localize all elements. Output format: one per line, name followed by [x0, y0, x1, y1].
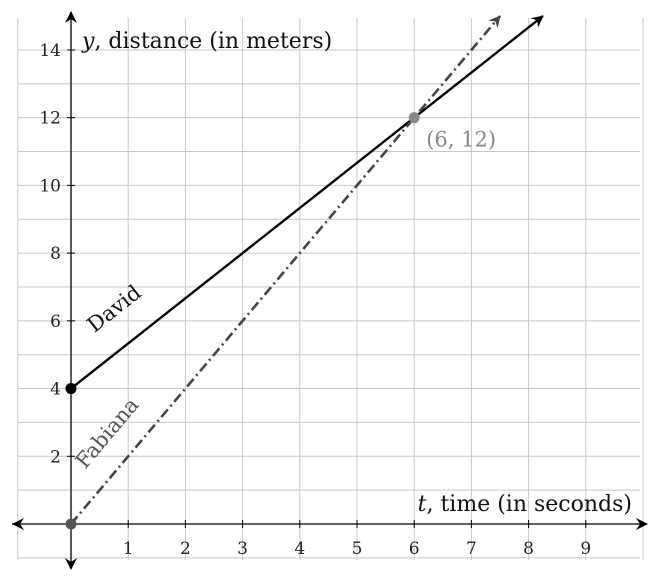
series-label-fabiana: Fabiana [71, 393, 144, 473]
x-tick-label: 3 [237, 539, 248, 559]
axes [12, 11, 648, 570]
x-axis-title: t, time (in seconds) [418, 492, 632, 517]
x-tick-label: 1 [123, 539, 134, 559]
series-point-david [65, 383, 77, 395]
y-axis-title-text: , distance (in meters) [94, 29, 332, 54]
x-tick-label: 8 [523, 539, 534, 559]
series-label-david: David [83, 280, 146, 337]
series [65, 15, 544, 530]
x-axis-title-var: t [418, 492, 427, 517]
intersection-point [408, 112, 420, 124]
grid [17, 18, 644, 560]
x-tick-label: 5 [352, 539, 363, 559]
x-tick-label: 4 [294, 539, 305, 559]
y-tick-label: 2 [50, 447, 61, 467]
y-tick-label: 10 [39, 176, 61, 196]
series-line-david [70, 15, 544, 390]
x-tick-label: 9 [580, 539, 591, 559]
y-tick-label: 12 [39, 109, 61, 129]
y-tick-label: 4 [50, 380, 61, 400]
y-tick-label: 8 [50, 244, 61, 264]
series-line-fabiana [70, 15, 501, 525]
x-axis-title-text: , time (in seconds) [426, 492, 632, 517]
x-tick-label: 6 [409, 539, 420, 559]
x-tick-label: 7 [466, 539, 477, 559]
y-tick-label: 14 [39, 41, 61, 61]
y-axis-bottom-arrow [65, 558, 77, 570]
intersection-label: (6, 12) [426, 128, 496, 152]
y-axis-title: y, distance (in meters) [81, 29, 332, 54]
y-axis-title-var: y [81, 29, 95, 54]
series-point-fabiana [65, 518, 77, 530]
x-axis-left-arrow [12, 518, 24, 530]
x-tick-label: 2 [180, 539, 191, 559]
y-tick-label: 6 [50, 312, 61, 332]
